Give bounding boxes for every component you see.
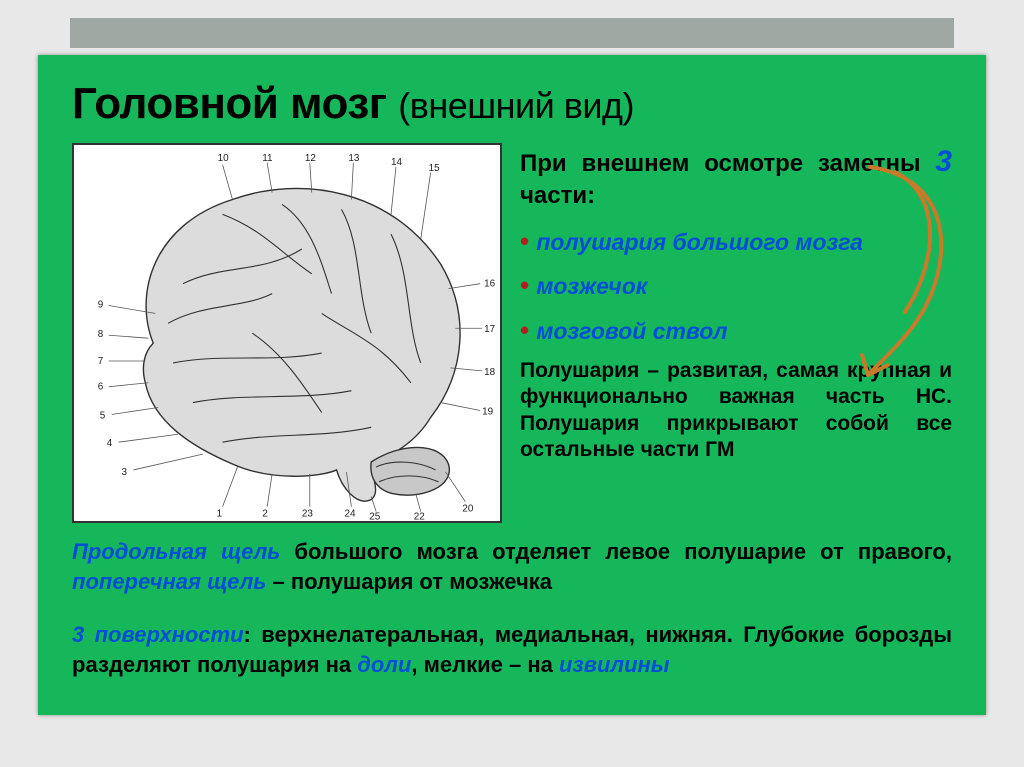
svg-text:2: 2 <box>262 508 268 519</box>
svg-text:8: 8 <box>98 329 104 340</box>
svg-text:3: 3 <box>122 467 128 478</box>
svg-text:7: 7 <box>98 356 104 367</box>
intro-suffix: части: <box>520 182 595 209</box>
intro-number: 3 <box>935 145 952 178</box>
parts-list: полушария большого мозга мозжечок мозгов… <box>520 225 952 347</box>
intro-text: При внешнем осмотре заметны 3 части: <box>520 143 952 211</box>
svg-text:19: 19 <box>482 406 494 417</box>
list-item: мозговой ствол <box>520 314 952 347</box>
svg-text:17: 17 <box>484 324 495 335</box>
svg-text:20: 20 <box>462 504 474 515</box>
bottom-paragraph-1: Продольная щель большого мозга отделяет … <box>72 537 952 596</box>
svg-text:18: 18 <box>484 367 496 378</box>
svg-text:22: 22 <box>414 511 425 521</box>
slide-title: Головной мозг (внешний вид) <box>72 79 952 129</box>
term-gyri: извилины <box>559 652 670 677</box>
content-row: 10 11 12 13 14 15 16 17 18 19 9 8 7 6 5 … <box>72 143 952 523</box>
svg-text:25: 25 <box>369 511 381 521</box>
slide: Головной мозг (внешний вид) <box>38 55 986 715</box>
svg-text:14: 14 <box>391 157 403 168</box>
list-item: мозжечок <box>520 269 952 302</box>
right-paragraph: Полушария – развитая, самая крупная и фу… <box>520 358 952 463</box>
term-lobes: доли <box>357 652 411 677</box>
svg-text:4: 4 <box>107 438 113 449</box>
svg-text:11: 11 <box>262 153 273 164</box>
brain-svg: 10 11 12 13 14 15 16 17 18 19 9 8 7 6 5 … <box>74 145 500 521</box>
svg-text:10: 10 <box>218 153 230 164</box>
term-surfaces: 3 поверхности <box>72 622 244 647</box>
bottom-paragraph-2: 3 поверхности: верхнелатеральная, медиал… <box>72 620 952 679</box>
top-bar <box>70 18 954 48</box>
svg-text:23: 23 <box>302 508 314 519</box>
svg-text:1: 1 <box>217 508 223 519</box>
svg-text:15: 15 <box>429 163 441 174</box>
right-column: При внешнем осмотре заметны 3 части: пол… <box>520 143 952 523</box>
term-longitudinal-fissure: Продольная щель <box>72 539 280 564</box>
intro-prefix: При внешнем осмотре заметны <box>520 150 935 177</box>
title-subtitle: (внешний вид) <box>398 85 634 126</box>
svg-text:24: 24 <box>344 508 356 519</box>
text-segment: большого мозга отделяет левое полушарие … <box>280 539 952 564</box>
svg-text:5: 5 <box>100 410 106 421</box>
svg-text:12: 12 <box>305 153 316 164</box>
svg-text:16: 16 <box>484 279 496 290</box>
svg-text:9: 9 <box>98 299 104 310</box>
brain-diagram: 10 11 12 13 14 15 16 17 18 19 9 8 7 6 5 … <box>72 143 502 523</box>
svg-text:13: 13 <box>348 153 360 164</box>
term-transverse-fissure: поперечная щель <box>72 569 266 594</box>
text-segment: , мелкие – на <box>411 652 559 677</box>
list-item: полушария большого мозга <box>520 225 952 258</box>
text-segment: – полушария от мозжечка <box>266 569 552 594</box>
svg-text:6: 6 <box>98 382 104 393</box>
title-main: Головной мозг <box>72 79 387 128</box>
